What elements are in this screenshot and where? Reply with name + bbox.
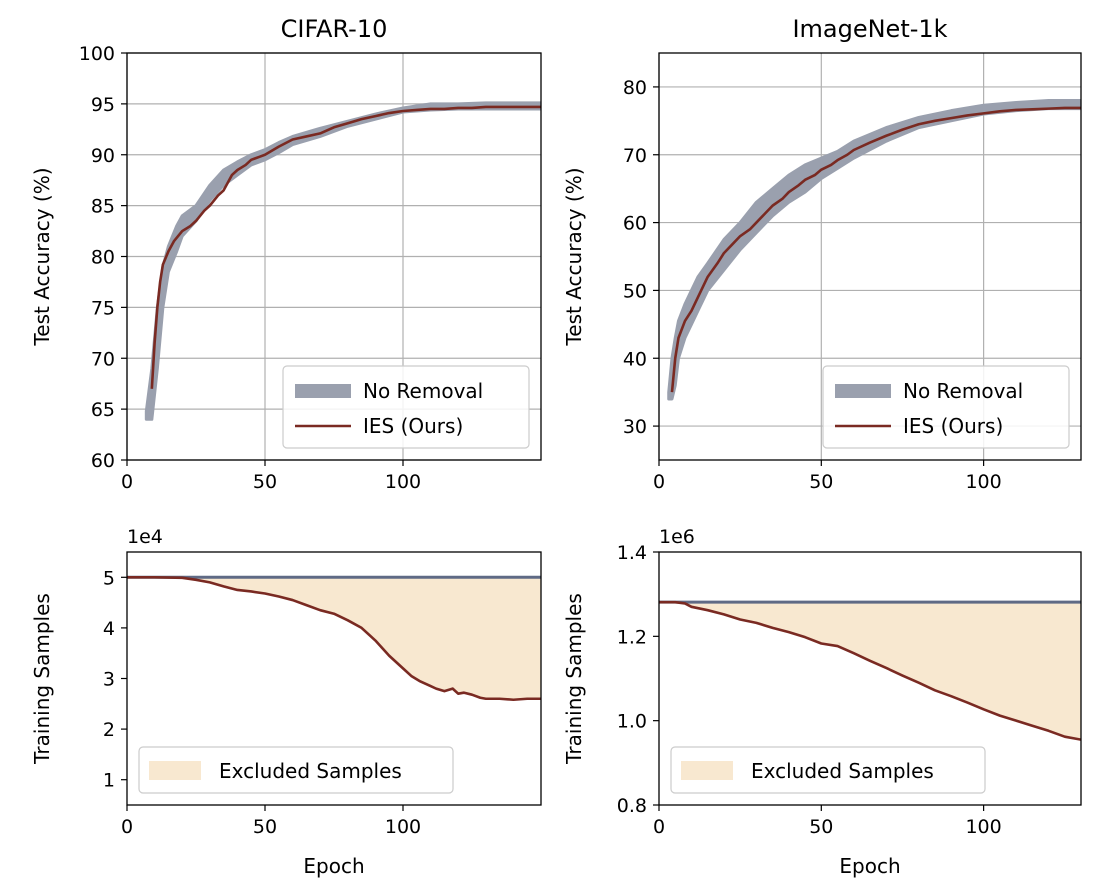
excluded-samples-area [127,577,541,700]
x-tick-label: 100 [385,471,421,493]
chart-imagenet_acc: 0 50 100 30 40 50 60 70 80 ImageNet-1k Test Accura… [562,15,1082,493]
plot-area [127,575,541,702]
x-tick-label: 50 [809,816,833,838]
y-tick-label: 100 [79,43,115,65]
y-axis-label: Test Accuracy (%) [30,167,54,346]
series-band-no-removal [667,98,1081,401]
x-tick-label: 50 [253,816,277,838]
y-tick-label: 80 [623,77,647,99]
chart-title: CIFAR-10 [281,15,388,43]
y-tick-label: 60 [91,450,115,472]
y-tick-label: 75 [91,297,115,319]
y-tick-label: 2 [103,719,115,741]
x-tick-label: 100 [965,816,1001,838]
excluded-samples-area [659,602,1081,740]
x-tick-label: 0 [121,816,133,838]
y-tick-label: 60 [623,213,647,235]
x-axis-label: Epoch [839,854,900,878]
y-tick-label: 80 [91,247,115,269]
y-tick-label: 50 [623,280,647,302]
legend-swatch-no-removal [295,384,351,398]
axis-exponent-label: 1e6 [659,526,695,548]
y-tick-label: 1.0 [617,711,647,733]
y-tick-label: 30 [623,416,647,438]
x-tick-label: 50 [253,471,277,493]
x-tick-label: 50 [809,471,833,493]
legend-swatch-excluded [149,761,201,780]
axes-frame [658,52,1082,461]
legend-box [670,746,986,794]
x-tick-label: 100 [385,816,421,838]
legend: Excluded Samples [138,746,454,794]
series-line-ies [670,106,1081,393]
legend-label-ies: IES (Ours) [363,414,463,438]
y-tick-label: 4 [103,618,115,640]
axis-exponent-label: 1e4 [127,526,163,548]
axes-frame [658,551,1082,806]
y-tick-label: 5 [103,567,115,589]
legend-swatch-no-removal [835,384,891,398]
legend-label-excluded: Excluded Samples [219,759,402,783]
chart-title: ImageNet-1k [792,15,947,43]
legend-label-excluded: Excluded Samples [751,759,934,783]
chart-cifar_samples: 0 50 100 1 2 3 4 5 1e4 Epoch Training Samples Exclu… [30,526,542,878]
chart-imagenet_samples: 0 50 100 0.8 1.0 1.2 1.4 1e6 Epoch Training Sampl… [562,526,1082,878]
x-tick-label: 0 [653,816,665,838]
series-line-ies [150,105,541,389]
y-tick-label: 70 [91,348,115,370]
y-tick-label: 0.8 [617,795,647,817]
y-tick-label: 95 [91,94,115,116]
series-line-ies [659,600,1081,741]
legend-swatch-excluded [681,761,733,780]
plot-area [144,101,541,421]
x-tick-label: 100 [965,471,1001,493]
x-tick-label: 0 [121,471,133,493]
legend-label-no-removal: No Removal [363,379,483,403]
plot-area [659,600,1081,741]
y-tick-label: 90 [91,145,115,167]
y-tick-label: 85 [91,196,115,218]
series-line-ies [127,575,541,702]
legend-box [138,746,454,794]
chart-cifar_acc: 0 50 100 60 65 70 75 80 85 90 95 100 CIFAR-10 Test Ac… [30,15,542,493]
y-tick-label: 40 [623,348,647,370]
y-tick-label: 1 [103,770,115,792]
x-axis-label: Epoch [303,854,364,878]
legend: No Removal IES (Ours) [282,365,530,449]
y-tick-label: 3 [103,669,115,691]
plot-area [667,98,1081,401]
y-tick-label: 70 [623,145,647,167]
y-tick-label: 1.2 [617,626,647,648]
y-tick-label: 65 [91,399,115,421]
y-axis-label: Test Accuracy (%) [562,167,586,346]
y-axis-label: Training Samples [30,593,54,765]
legend-label-ies: IES (Ours) [903,414,1003,438]
y-tick-label: 1.4 [617,542,647,564]
legend: Excluded Samples [670,746,986,794]
y-axis-label: Training Samples [562,593,586,765]
x-tick-label: 0 [653,471,665,493]
legend: No Removal IES (Ours) [822,365,1070,449]
legend-label-no-removal: No Removal [903,379,1023,403]
